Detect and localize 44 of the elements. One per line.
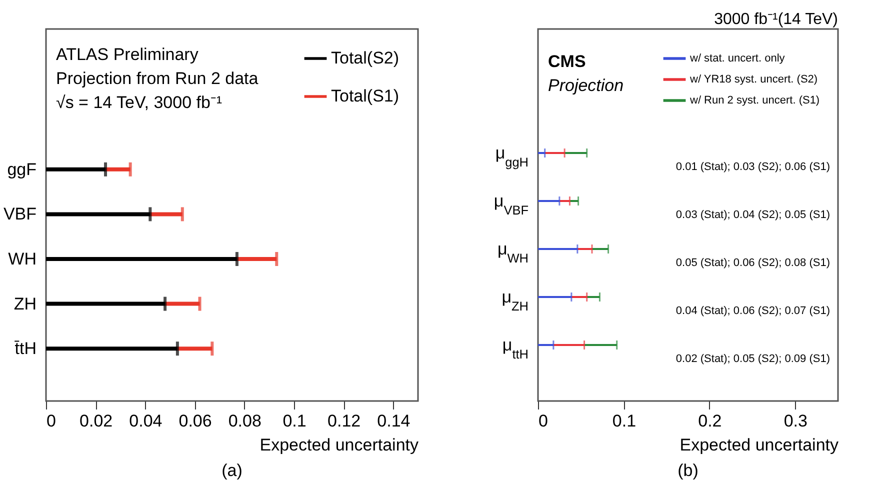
x-tick-label: 0.14 xyxy=(377,412,410,430)
y-tick-label: μ$_{WH}$ xyxy=(497,240,528,265)
text: √s = 14 TeV, 3000 fb⁻¹ xyxy=(56,93,222,112)
annotation: 0.04 (Stat); 0.06 (S2); 0.07 (S1) xyxy=(676,305,830,317)
text: CMS xyxy=(548,52,586,71)
legend-label: w/ Run 2 syst. uncert. (S1) xyxy=(689,94,820,106)
y-tick-label: μ$_{ttH}$ xyxy=(502,336,528,361)
x-tick-label: 0.08 xyxy=(228,412,262,430)
chart-title: 3000 fb⁻¹(14 TeV) xyxy=(714,11,838,28)
x-tick-label: 0.1 xyxy=(282,412,306,430)
y-tick-label: VBF xyxy=(3,204,36,224)
legend-label: w/ YR18 syst. uncert. (S2) xyxy=(689,74,818,86)
annotation: 0.05 (Stat); 0.06 (S2); 0.08 (S1) xyxy=(676,257,830,269)
x-tick-label: 0.04 xyxy=(129,412,162,430)
bar xyxy=(236,257,277,261)
annotation: 0.03 (Stat); 0.04 (S2); 0.05 (S1) xyxy=(676,209,830,221)
x-tick-label: 0.06 xyxy=(178,412,212,430)
text: Total(S1) xyxy=(331,86,400,106)
legend-label: w/ stat. uncert. only xyxy=(689,52,786,64)
x-axis-title: Expected uncertainty xyxy=(260,436,419,454)
x-axis-title: Expected uncertainty xyxy=(680,436,839,454)
y-tick-label: μ$_{ZH}$ xyxy=(502,288,528,313)
x-tick-label: 0.3 xyxy=(784,412,808,430)
text: ATLAS Preliminary xyxy=(56,45,199,64)
y-tick-label: t̄tH xyxy=(14,339,36,358)
bar xyxy=(46,257,237,261)
y-tick-label: μ$_{ggH}$ xyxy=(495,144,528,169)
annotation: 0.02 (Stat); 0.05 (S2); 0.09 (S1) xyxy=(676,353,830,365)
x-tick-label: 0.1 xyxy=(612,412,636,430)
y-tick-label: WH xyxy=(8,250,36,268)
x-tick-label: 0 xyxy=(46,412,56,430)
x-tick-label: 0.12 xyxy=(328,412,361,430)
y-tick-label: ZH xyxy=(14,294,36,314)
text: Projection xyxy=(548,76,624,95)
text: Projection from Run 2 data xyxy=(56,69,259,88)
text: Total(S2) xyxy=(331,48,400,68)
text: (a) xyxy=(222,461,242,480)
text: (b) xyxy=(678,461,698,480)
x-tick-label: 0 xyxy=(538,412,548,430)
x-tick-label: 0.2 xyxy=(698,412,722,430)
y-tick-label: ggF xyxy=(7,160,36,179)
annotation: 0.01 (Stat); 0.03 (S2); 0.06 (S1) xyxy=(676,161,830,173)
y-tick-label: μ$_{VBF}$ xyxy=(494,192,529,217)
x-tick-label: 0.02 xyxy=(80,412,113,430)
